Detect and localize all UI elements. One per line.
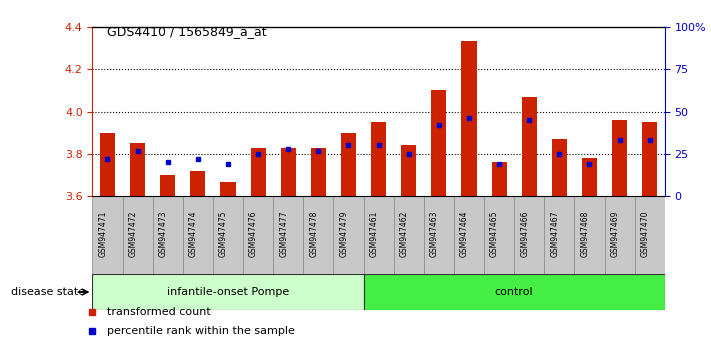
Bar	[545, 196, 574, 274]
Bar	[635, 196, 665, 274]
Bar	[491, 162, 507, 196]
Text: GSM947466: GSM947466	[520, 211, 529, 257]
Bar	[461, 41, 476, 196]
Text: GSM947472: GSM947472	[129, 211, 138, 257]
Text: GSM947462: GSM947462	[400, 211, 409, 257]
Bar	[612, 120, 627, 196]
Text: GSM947479: GSM947479	[339, 211, 348, 257]
Bar	[273, 196, 304, 274]
Text: GSM947477: GSM947477	[279, 211, 288, 257]
Text: GDS4410 / 1565849_a_at: GDS4410 / 1565849_a_at	[107, 25, 267, 38]
Text: GSM947476: GSM947476	[249, 211, 258, 257]
Bar	[243, 196, 273, 274]
Bar	[363, 196, 394, 274]
Bar	[341, 133, 356, 196]
Text: transformed count: transformed count	[107, 307, 210, 316]
Bar	[160, 175, 176, 196]
Bar	[122, 196, 153, 274]
Bar	[522, 97, 537, 196]
Bar	[304, 196, 333, 274]
Text: GSM947475: GSM947475	[219, 211, 228, 257]
Bar	[333, 196, 363, 274]
Bar	[454, 196, 484, 274]
Bar	[311, 148, 326, 196]
Bar	[213, 196, 243, 274]
Bar	[183, 196, 213, 274]
Text: GSM947470: GSM947470	[641, 211, 650, 257]
Bar	[424, 196, 454, 274]
Text: GSM947474: GSM947474	[189, 211, 198, 257]
Bar	[250, 148, 266, 196]
Text: GSM947468: GSM947468	[580, 211, 589, 257]
Bar	[153, 196, 183, 274]
Bar	[574, 196, 604, 274]
Text: GSM947461: GSM947461	[370, 211, 378, 257]
Text: GSM947463: GSM947463	[430, 211, 439, 257]
Text: percentile rank within the sample: percentile rank within the sample	[107, 326, 294, 336]
Bar	[582, 158, 597, 196]
Bar	[92, 274, 363, 310]
Bar	[130, 143, 145, 196]
Bar	[281, 148, 296, 196]
Text: control: control	[495, 287, 533, 297]
Text: GSM947473: GSM947473	[159, 211, 168, 257]
Bar	[552, 139, 567, 196]
Bar	[432, 90, 447, 196]
Text: disease state: disease state	[11, 287, 85, 297]
Bar	[604, 196, 635, 274]
Bar	[371, 122, 386, 196]
Text: GSM947469: GSM947469	[611, 211, 619, 257]
Text: infantile-onset Pompe: infantile-onset Pompe	[167, 287, 289, 297]
Text: GSM947465: GSM947465	[490, 211, 499, 257]
Bar	[642, 122, 657, 196]
Text: GSM947471: GSM947471	[99, 211, 107, 257]
Text: GSM947464: GSM947464	[460, 211, 469, 257]
Bar	[363, 274, 665, 310]
Bar	[100, 133, 115, 196]
Bar	[191, 171, 205, 196]
Bar	[514, 196, 545, 274]
Bar	[394, 196, 424, 274]
Text: GSM947467: GSM947467	[550, 211, 560, 257]
Text: GSM947478: GSM947478	[309, 211, 319, 257]
Bar	[401, 145, 416, 196]
Bar	[92, 196, 122, 274]
Bar	[220, 182, 235, 196]
Bar	[484, 196, 514, 274]
